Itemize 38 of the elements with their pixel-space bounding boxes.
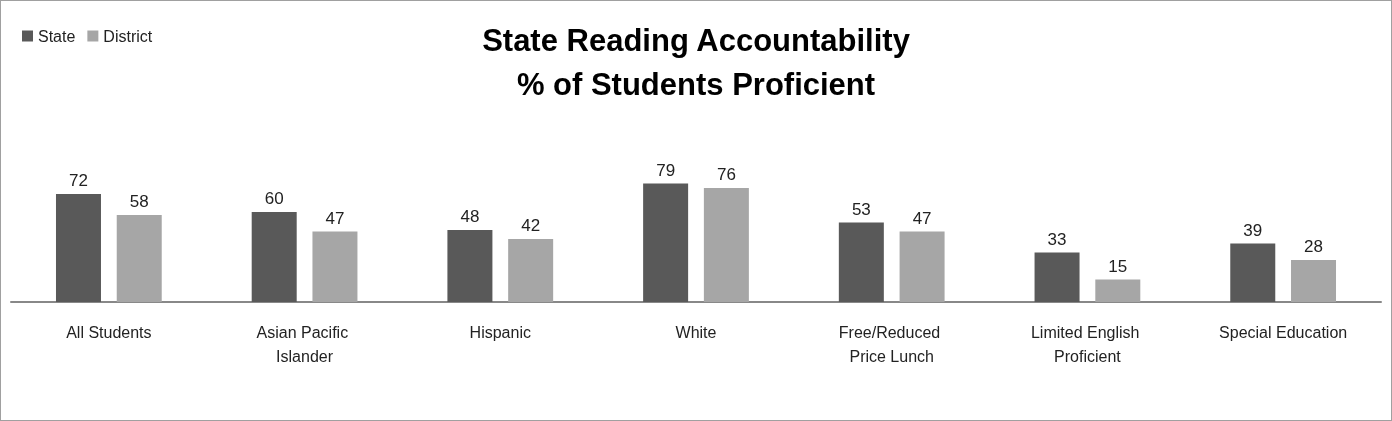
x-tick-label: All Students <box>66 323 152 341</box>
data-label: 58 <box>129 192 149 211</box>
bar <box>899 231 945 302</box>
data-label: 33 <box>1047 229 1067 249</box>
data-label: 28 <box>1304 237 1323 256</box>
bar <box>251 212 297 302</box>
bar <box>1034 252 1080 302</box>
data-label: 39 <box>1243 220 1263 240</box>
chart-title: State Reading Accountability % of Students Proficient <box>482 22 911 102</box>
data-label: 53 <box>851 199 871 219</box>
data-label: 79 <box>656 160 676 180</box>
data-label: 48 <box>460 207 480 226</box>
bar <box>643 183 689 302</box>
bar <box>1291 260 1337 302</box>
data-label: 76 <box>716 165 736 184</box>
data-label: 60 <box>264 189 284 208</box>
bar <box>1095 279 1141 302</box>
data-label: 42 <box>521 216 541 235</box>
bar <box>1230 243 1276 302</box>
data-label: 15 <box>1108 256 1128 276</box>
legend-label: State <box>38 27 76 45</box>
x-tick-label: Special Education <box>1219 323 1348 341</box>
bar <box>55 194 101 302</box>
bar <box>703 188 749 302</box>
x-tick-label: Asian Pacific Islander <box>256 323 353 365</box>
bar <box>447 230 493 302</box>
x-tick-label: White <box>675 323 717 341</box>
bar <box>116 215 162 302</box>
bar <box>838 222 884 302</box>
x-tick-label: Free/Reduced Price Lunch <box>838 323 945 365</box>
bar <box>508 239 554 302</box>
x-tick-label: Hispanic <box>469 323 531 341</box>
bar <box>312 231 358 302</box>
x-tick-label: Limited English Proficient <box>1030 323 1144 365</box>
data-label: 72 <box>69 171 88 190</box>
legend-label: District <box>103 27 153 45</box>
data-label: 47 <box>325 208 345 228</box>
data-label: 47 <box>912 208 932 228</box>
